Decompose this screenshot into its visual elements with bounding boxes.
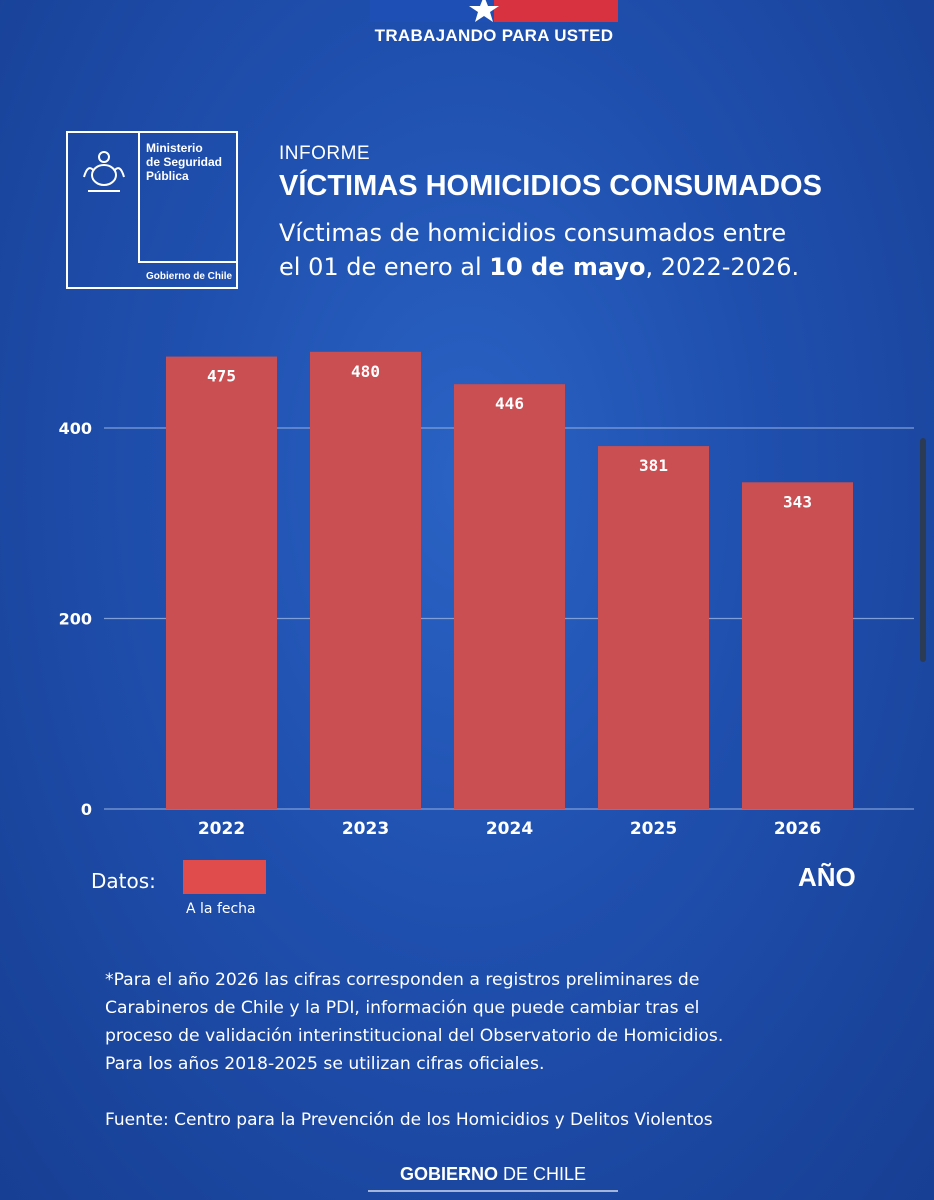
- ministry-name: Ministerio de Seguridad Pública: [146, 141, 223, 183]
- flag-red: [494, 0, 618, 22]
- bar: [310, 351, 421, 809]
- legend-entry: A la fecha: [186, 901, 256, 917]
- footnote-line: proceso de validación interinstitucional…: [105, 1026, 724, 1046]
- x-tick-label: 2023: [342, 819, 389, 839]
- data-label: 480: [351, 362, 380, 381]
- chile-flag-band: [370, 0, 618, 22]
- x-tick-label: 2025: [630, 819, 677, 839]
- footer-underline: [368, 1190, 618, 1192]
- tagline: TRABAJANDO PARA USTED: [374, 26, 614, 45]
- footnote-line: Carabineros de Chile y la PDI, informaci…: [105, 998, 700, 1018]
- x-tick-label: 2022: [198, 819, 245, 839]
- ministry-logo: Ministerio de Seguridad Pública Gobierno…: [66, 131, 238, 289]
- report-kicker: INFORME: [279, 143, 371, 164]
- chart-subtitle-line1: Víctimas de homicidios consumados entre: [279, 219, 787, 247]
- y-tick-label: 200: [59, 610, 92, 629]
- data-label: 446: [495, 394, 524, 413]
- data-label: 381: [639, 456, 668, 475]
- source-note: Fuente: Centro para la Prevención de los…: [105, 1110, 713, 1130]
- x-tick-label: 2024: [486, 819, 533, 839]
- footnote-line: Para los años 2018-2025 se utilizan cifr…: [105, 1054, 545, 1074]
- footnote-line: *Para el año 2026 las cifras corresponde…: [105, 970, 700, 990]
- scrollbar[interactable]: [920, 438, 926, 662]
- legend-swatch: [183, 860, 266, 894]
- footer-brand: GOBIERNO DE CHILE: [399, 1164, 587, 1184]
- bar: [166, 356, 277, 809]
- logo-divider: [138, 133, 140, 263]
- chart-title: VÍCTIMAS HOMICIDIOS CONSUMADOS: [279, 170, 822, 202]
- x-tick-label: 2026: [774, 819, 821, 839]
- y-tick-label: 0: [81, 800, 92, 819]
- logo-bottom-line: [138, 261, 238, 263]
- chart-subtitle-line2: el 01 de enero al 10 de mayo, 2022-2026.: [279, 253, 800, 281]
- star-icon: [469, 0, 499, 22]
- bar: [742, 482, 853, 809]
- flag-blue: [370, 0, 494, 22]
- bar: [454, 384, 565, 809]
- legend-prefix: Datos:: [91, 869, 156, 893]
- data-label: 475: [207, 367, 236, 386]
- coat-of-arms-icon: [83, 151, 125, 192]
- gobierno-logo-text: Gobierno de Chile: [146, 271, 233, 282]
- data-label: 343: [783, 492, 812, 511]
- bar-chart: 0 200 400 475 2022 480 2023 446 2024 381 2025 343 20…: [59, 351, 914, 839]
- bar: [598, 446, 709, 809]
- footnote: *Para el año 2026 las cifras corresponde…: [105, 966, 865, 1078]
- y-tick-label: 400: [59, 419, 92, 438]
- x-axis-title: AÑO: [798, 862, 856, 892]
